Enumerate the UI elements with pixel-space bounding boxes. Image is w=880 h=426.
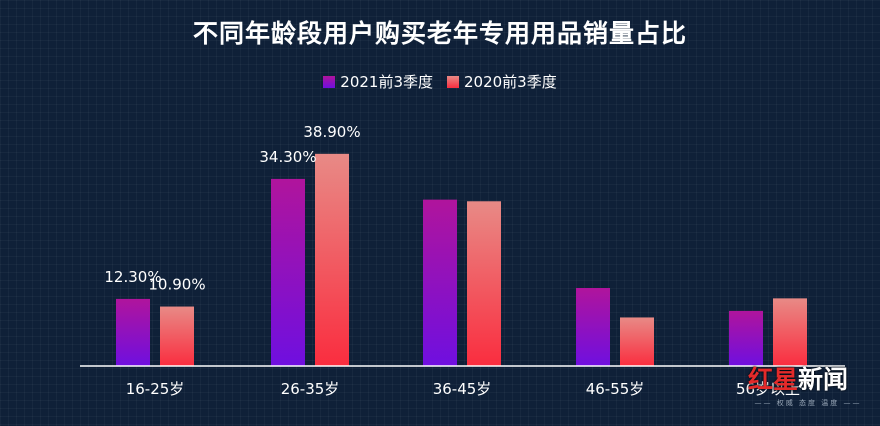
bar-2020-4[interactable] bbox=[620, 317, 654, 366]
legend-swatch-2020 bbox=[447, 75, 459, 88]
bar-2021-1[interactable] bbox=[116, 298, 150, 366]
watermark-brand: 红星新闻 bbox=[748, 365, 849, 394]
bar-2021-3[interactable] bbox=[423, 199, 457, 366]
x-tick-label-4: 46-55岁 bbox=[586, 380, 645, 398]
bar-2020-3[interactable] bbox=[467, 201, 501, 366]
watermark-tagline: —— 权威 态度 温度 —— bbox=[754, 399, 862, 407]
legend-item-2020[interactable]: 2020前3季度 bbox=[447, 71, 557, 92]
data-label-2021-2: 34.30% bbox=[259, 148, 316, 166]
chart-title: 不同年龄段用户购买老年专用用品销量占比 bbox=[192, 19, 687, 48]
data-label-2020-1: 10.90% bbox=[148, 276, 205, 294]
x-tick-label-1: 16-25岁 bbox=[126, 380, 185, 398]
bar-2021-4[interactable] bbox=[576, 288, 610, 366]
legend-label-2020: 2020前3季度 bbox=[464, 73, 557, 91]
bar-2021-5[interactable] bbox=[729, 310, 763, 366]
bar-2020-1[interactable] bbox=[160, 306, 194, 366]
bar-2020-2[interactable] bbox=[315, 153, 349, 366]
labels-group: 12.30%10.90% 16-25岁 34.30% 38.90% 26-35岁 36-4… bbox=[104, 123, 800, 398]
legend-label-2021: 2021前3季度 bbox=[340, 73, 433, 91]
data-label-2021-1: 12.30% bbox=[104, 268, 161, 286]
data-label-2020-2: 38.90% bbox=[303, 123, 360, 141]
x-tick-label-2: 26-35岁 bbox=[281, 380, 340, 398]
x-tick-label-3: 36-45岁 bbox=[433, 380, 492, 398]
legend-swatch-2021 bbox=[323, 75, 336, 88]
bars-group bbox=[116, 153, 807, 366]
legend-item-2021[interactable]: 2021前3季度 bbox=[323, 71, 433, 92]
x-tick-label-5: 56岁以上 bbox=[736, 380, 800, 398]
watermark-logo: 红星新闻 —— 权威 态度 温度 —— bbox=[740, 358, 874, 418]
bar-2021-2[interactable] bbox=[271, 178, 305, 366]
legend: 2021前3季度 2020前3季度 bbox=[0, 71, 880, 92]
bar-2020-5[interactable] bbox=[773, 298, 807, 366]
